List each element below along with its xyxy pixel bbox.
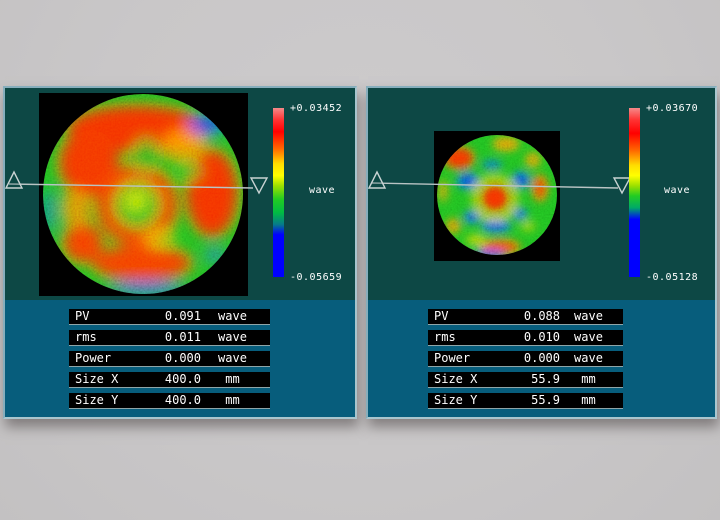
result-value: 0.091	[164, 309, 201, 323]
result-value: 0.000	[523, 351, 560, 365]
measurement-panel-right: +0.03670 wave -0.05128 PV 0.088 wave rms…	[366, 86, 717, 419]
wavefront-map[interactable]	[434, 131, 560, 261]
colorbar-max-label: +0.03452	[290, 103, 343, 114]
result-row-size-y: Size Y 55.9 mm	[428, 393, 623, 409]
result-unit: wave	[218, 330, 247, 344]
wavefront-map-image[interactable]	[434, 131, 560, 261]
results-table: PV 0.088 wave rms 0.010 wave Power 0.000…	[368, 300, 715, 417]
result-value: 55.9	[531, 393, 560, 407]
result-unit: mm	[225, 372, 240, 386]
result-unit: mm	[225, 393, 240, 407]
slice-left-marker-icon[interactable]	[5, 170, 24, 189]
result-value: 0.000	[164, 351, 201, 365]
result-row-pv: PV 0.088 wave	[428, 309, 623, 325]
plot-area: +0.03670 wave -0.05128	[368, 88, 715, 300]
slice-right-marker-icon[interactable]	[612, 177, 632, 195]
result-unit: mm	[581, 393, 596, 407]
measurement-panel-left: +0.03452 wave -0.05659 PV 0.091 wave rms…	[3, 86, 357, 419]
result-label: Size Y	[434, 393, 478, 407]
plot-area: +0.03452 wave -0.05659	[5, 88, 355, 300]
result-row-size-x: Size X 400.0 mm	[69, 372, 270, 388]
result-label: Power	[75, 351, 112, 365]
slice-profile-control[interactable]	[5, 88, 355, 300]
result-value: 400.0	[164, 372, 201, 386]
result-unit: wave	[574, 330, 603, 344]
result-unit: wave	[218, 351, 247, 365]
result-label: Size X	[75, 372, 119, 386]
slice-line[interactable]	[8, 183, 254, 189]
result-unit: wave	[574, 351, 603, 365]
colorbar-max-label: +0.03670	[646, 103, 699, 114]
result-row-power: Power 0.000 wave	[69, 351, 270, 367]
slice-right-marker-icon[interactable]	[249, 177, 269, 195]
result-unit: wave	[574, 309, 603, 323]
colorbar-min-label: -0.05659	[290, 272, 343, 283]
results-table: PV 0.091 wave rms 0.011 wave Power 0.000…	[5, 300, 355, 417]
result-row-size-x: Size X 55.9 mm	[428, 372, 623, 388]
result-label: Size Y	[75, 393, 119, 407]
result-row-power: Power 0.000 wave	[428, 351, 623, 367]
result-value: 0.088	[523, 309, 560, 323]
result-value: 55.9	[531, 372, 560, 386]
colorbar	[273, 108, 284, 277]
result-label: Power	[434, 351, 471, 365]
result-unit: mm	[581, 372, 596, 386]
result-value: 0.011	[164, 330, 201, 344]
result-row-rms: rms 0.010 wave	[428, 330, 623, 346]
result-row-pv: PV 0.091 wave	[69, 309, 270, 325]
colorbar	[629, 108, 640, 277]
slice-left-marker-icon[interactable]	[368, 170, 387, 189]
colorbar-unit-label: wave	[309, 185, 336, 196]
result-label: PV	[434, 309, 449, 323]
slice-line[interactable]	[371, 182, 619, 189]
result-value: 400.0	[164, 393, 201, 407]
wavefront-map[interactable]	[39, 93, 248, 296]
result-label: rms	[434, 330, 456, 344]
result-value: 0.010	[523, 330, 560, 344]
result-label: rms	[75, 330, 97, 344]
result-label: PV	[75, 309, 90, 323]
colorbar-min-label: -0.05128	[646, 272, 699, 283]
wavefront-map-image[interactable]	[39, 93, 248, 296]
colorbar-unit-label: wave	[664, 185, 691, 196]
slice-profile-control[interactable]	[368, 88, 715, 300]
result-row-size-y: Size Y 400.0 mm	[69, 393, 270, 409]
result-unit: wave	[218, 309, 247, 323]
result-label: Size X	[434, 372, 478, 386]
result-row-rms: rms 0.011 wave	[69, 330, 270, 346]
